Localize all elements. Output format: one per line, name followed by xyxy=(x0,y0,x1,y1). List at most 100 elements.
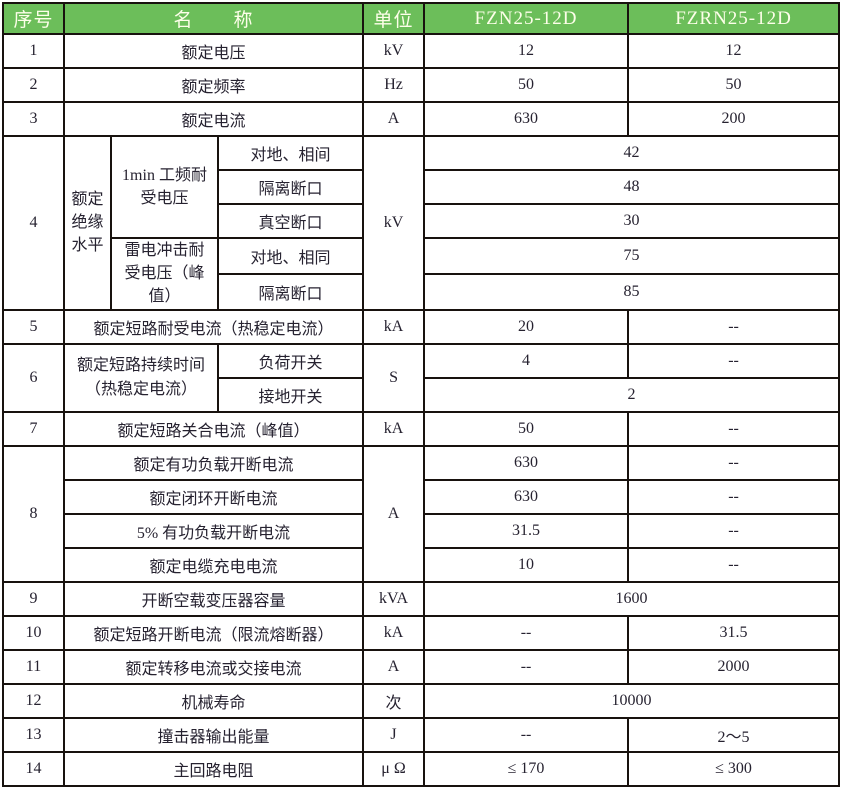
row4-item5-label: 隔离断口 xyxy=(216,272,365,311)
table-row: 接地开关 2 xyxy=(3,376,841,413)
row4-sub1-label: 1min 工频耐 受电压 xyxy=(110,135,219,239)
row13-value-model1: -- xyxy=(423,716,630,753)
table-row: 真空断口 30 xyxy=(3,203,841,239)
row14-value-model2: ≤ 300 xyxy=(627,750,841,787)
row5-value-model2: -- xyxy=(627,308,841,345)
row8-item2-value-model1: 630 xyxy=(423,478,630,515)
row10-unit: kA xyxy=(362,614,426,651)
row4-sub2-label: 雷电冲击耐 受电压（峰 值） xyxy=(110,237,219,311)
header-row: 序号 名 称 单位 FZN25-12D FZRN25-12D xyxy=(2,2,841,35)
header-unit: 单位 xyxy=(362,2,426,35)
row10-no: 10 xyxy=(2,614,65,651)
table-row: 8 额定有功负载开断电流 A 630 -- xyxy=(2,444,841,583)
row11-value-model1: -- xyxy=(423,648,630,685)
row4-item4-value: 75 xyxy=(423,237,841,275)
row3-name: 额定电流 xyxy=(62,101,365,137)
row8-item1-value-model2: -- xyxy=(627,444,841,481)
row8-item1-label: 额定有功负载开断电流 xyxy=(62,444,365,481)
row11-name: 额定转移电流或交接电流 xyxy=(62,648,365,685)
row4-item5-value: 85 xyxy=(423,272,841,311)
row13-unit: J xyxy=(362,716,426,753)
row2-value-model1: 50 xyxy=(423,67,630,103)
row8-item4-value-model2: -- xyxy=(627,546,841,583)
row4-item2-label: 隔离断口 xyxy=(216,169,365,205)
row9-name: 开断空载变压器容量 xyxy=(62,580,365,617)
row13-name: 撞击器输出能量 xyxy=(62,716,365,753)
row12-no: 12 xyxy=(2,682,65,719)
row6-name: 额定短路持续时间 （热稳定电流） xyxy=(63,342,219,413)
table-row: 6 额定短路持续时间 （热稳定电流） 负荷开关 S 4 -- xyxy=(2,342,841,413)
row2-unit: Hz xyxy=(362,67,426,103)
row4-item2-value: 48 xyxy=(423,169,841,205)
row2-no: 2 xyxy=(2,67,65,103)
row6-item1-value-model2: -- xyxy=(627,342,841,379)
row10-name: 额定短路开断电流（限流熔断器） xyxy=(62,614,365,651)
row7-unit: kA xyxy=(362,410,426,447)
row4-group-label: 额定 绝缘 水平 xyxy=(63,135,112,311)
row12-unit: 次 xyxy=(362,682,426,719)
table-row: 1 额定电压 kV 12 12 xyxy=(2,33,841,69)
row11-unit: A xyxy=(362,648,426,685)
row8-no: 8 xyxy=(2,444,65,583)
row8-item3-value-model1: 31.5 xyxy=(423,512,630,549)
table-row: 12 机械寿命 次 10000 xyxy=(2,682,841,719)
table-row: 14 主回路电阻 μ Ω ≤ 170 ≤ 300 xyxy=(2,750,841,787)
row1-no: 1 xyxy=(2,33,65,69)
header-model-fzn25: FZN25-12D xyxy=(423,2,630,35)
row10-value-model1: -- xyxy=(423,614,630,651)
row1-name: 额定电压 xyxy=(62,33,365,69)
row7-no: 7 xyxy=(2,410,65,447)
table-row: 10 额定短路开断电流（限流熔断器） kA -- 31.5 xyxy=(2,614,841,651)
row12-value: 10000 xyxy=(423,682,841,719)
row14-no: 14 xyxy=(2,750,65,787)
table-row: 额定电缆充电电流 10 -- xyxy=(3,546,841,583)
table-row: 7 额定短路关合电流（峰值） kA 50 -- xyxy=(2,410,841,447)
row9-no: 9 xyxy=(2,580,65,617)
row8-item2-label: 额定闭环开断电流 xyxy=(62,478,365,515)
row1-value-model2: 12 xyxy=(627,33,841,69)
table-row: 13 撞击器输出能量 J -- 2～5 xyxy=(2,716,841,753)
row6-no: 6 xyxy=(2,342,65,413)
table-row: 2 额定频率 Hz 50 50 xyxy=(2,67,841,103)
row4-item3-label: 真空断口 xyxy=(216,203,365,239)
row13-no: 13 xyxy=(2,716,65,753)
row9-value: 1600 xyxy=(423,580,841,617)
row2-name: 额定频率 xyxy=(62,67,365,103)
row14-value-model1: ≤ 170 xyxy=(423,750,630,787)
table-row: 雷电冲击耐 受电压（峰 值） 对地、相同 75 xyxy=(3,237,841,311)
table-row: 5% 有功负载开断电流 31.5 -- xyxy=(3,512,841,549)
row3-unit: A xyxy=(362,101,426,137)
table-row: 隔离断口 85 xyxy=(3,272,841,311)
row4-item4-label: 对地、相同 xyxy=(216,237,365,275)
row4-item3-value: 30 xyxy=(423,203,841,239)
row6-item2-value: 2 xyxy=(423,376,841,413)
row8-item4-value-model1: 10 xyxy=(423,546,630,583)
row6-item1-label: 负荷开关 xyxy=(216,342,365,379)
table-row: 9 开断空载变压器容量 kVA 1600 xyxy=(2,580,841,617)
row7-name: 额定短路关合电流（峰值） xyxy=(62,410,365,447)
row7-value-model2: -- xyxy=(627,410,841,447)
row5-unit: kA xyxy=(362,308,426,345)
row12-name: 机械寿命 xyxy=(62,682,365,719)
header-name: 名 称 xyxy=(62,2,365,35)
row10-value-model2: 31.5 xyxy=(627,614,841,651)
header-index: 序号 xyxy=(2,2,65,35)
row8-item1-value-model1: 630 xyxy=(423,444,630,481)
row6-unit: S xyxy=(362,342,426,413)
row14-name: 主回路电阻 xyxy=(62,750,365,787)
row8-unit: A xyxy=(362,444,426,583)
row1-value-model1: 12 xyxy=(423,33,630,69)
row6-item1-value-model1: 4 xyxy=(423,342,630,379)
row4-no: 4 xyxy=(2,135,65,311)
row1-unit: kV xyxy=(362,33,426,69)
row4-unit: kV xyxy=(362,135,426,311)
table-row: 4 额定 绝缘 水平 1min 工频耐 受电压 对地、相间 kV 42 xyxy=(2,135,841,311)
row7-value-model1: 50 xyxy=(423,410,630,447)
row8-item4-label: 额定电缆充电电流 xyxy=(62,546,365,583)
row4-item1-value: 42 xyxy=(423,135,841,171)
row5-name: 额定短路耐受电流（热稳定电流） xyxy=(62,308,365,345)
row6-item2-label: 接地开关 xyxy=(216,376,365,413)
table-row: 5 额定短路耐受电流（热稳定电流） kA 20 -- xyxy=(2,308,841,345)
